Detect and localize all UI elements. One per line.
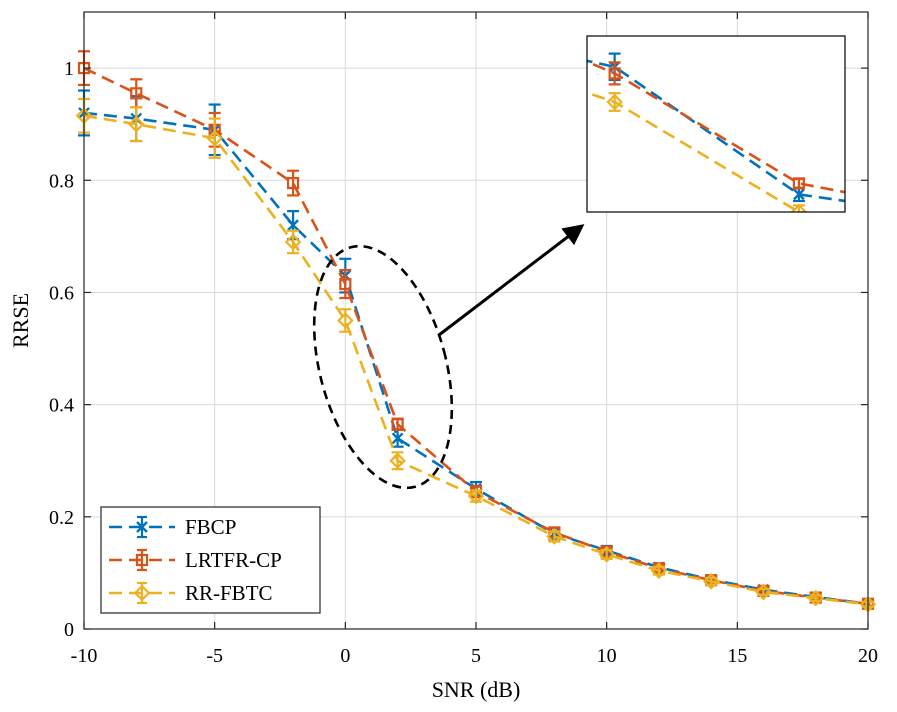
inset-error-bar-1-4 — [608, 61, 621, 86]
legend-entry-0: FBCP — [109, 515, 236, 539]
zoom-ellipse — [312, 244, 454, 490]
error-bar-2-7 — [548, 530, 561, 543]
legend-label-2: RR-FBTC — [185, 581, 273, 605]
data-point-1-3 — [286, 176, 300, 190]
inset-data-point-0-5 — [793, 188, 805, 201]
y-tick-label-0: 0 — [64, 619, 74, 641]
data-point-2-6 — [467, 487, 485, 505]
series-line-2 — [83, 114, 869, 606]
x-tick-label-5: 15 — [727, 645, 747, 667]
data-point-1-4 — [339, 277, 352, 291]
x-tick-label-3: 5 — [471, 645, 481, 667]
inset-data-point-2-4 — [606, 93, 623, 111]
x-tick-label-2: 0 — [340, 645, 350, 667]
y-tick-label-4: 0.8 — [49, 170, 74, 192]
legend: FBCP LRTFR-CP RR-FBTC — [100, 506, 321, 614]
legend-label-0: FBCP — [185, 515, 236, 539]
inset-series-1 — [587, 60, 845, 194]
inset-frame — [586, 35, 846, 213]
error-bar-2-2 — [208, 117, 221, 159]
data-point-2-10 — [702, 573, 720, 590]
legend-marker-2 — [133, 584, 151, 602]
y-axis-label: RRSE — [8, 293, 33, 348]
data-point-2-12 — [807, 589, 825, 607]
y-tick-label-3: 0.6 — [49, 282, 74, 304]
legend-entry-2: RR-FBTC — [109, 581, 273, 605]
data-point-2-11 — [755, 583, 772, 601]
y-tick-label-5: 1 — [64, 58, 74, 80]
error-bar-2-1 — [130, 106, 143, 143]
inset-plot — [587, 52, 845, 212]
error-bar-1-3 — [287, 169, 300, 197]
y-tick-label-2: 0.4 — [49, 395, 74, 417]
data-point-0-3 — [287, 219, 299, 231]
series-lines — [75, 50, 877, 613]
data-point-1-5 — [391, 418, 404, 431]
error-bar-2-8 — [600, 548, 613, 560]
x-tick-label-1: -5 — [206, 645, 223, 667]
legend-label-1: LRTFR-CP — [185, 548, 282, 572]
axis-ticks: -10 -5 0 5 10 15 20 0 0.2 0.4 0.6 0.8 1 — [49, 12, 878, 667]
legend-marker-0 — [136, 521, 148, 533]
x-tick-label-0: -10 — [71, 645, 98, 667]
inset-data-point-1-5 — [792, 177, 806, 190]
data-point-2-4 — [337, 312, 354, 329]
data-point-2-1 — [127, 115, 145, 133]
data-point-2-2 — [206, 129, 223, 147]
legend-entry-1: LRTFR-CP — [109, 548, 282, 572]
data-point-2-9 — [650, 562, 668, 579]
inset-data-point-1-4 — [608, 67, 621, 80]
zoom-inset — [586, 35, 846, 213]
data-point-2-7 — [546, 528, 563, 545]
data-point-2-8 — [598, 546, 615, 563]
annotations — [312, 224, 585, 490]
data-point-2-3 — [284, 233, 302, 251]
error-bar-1-4 — [339, 268, 352, 300]
data-point-0-5 — [391, 432, 404, 445]
x-tick-label-6: 20 — [858, 645, 878, 667]
data-point-2-5 — [389, 452, 406, 470]
x-axis-label: SNR (dB) — [432, 677, 521, 702]
zoom-arrow — [438, 224, 585, 337]
y-tick-label-1: 0.2 — [49, 507, 74, 529]
series-2 — [75, 97, 877, 613]
inset-series-2 — [587, 91, 812, 212]
inset-data-point-2-5 — [790, 203, 808, 212]
legend-marker-1 — [135, 553, 149, 567]
x-tick-label-4: 10 — [597, 645, 617, 667]
data-point-1-1 — [130, 87, 143, 100]
